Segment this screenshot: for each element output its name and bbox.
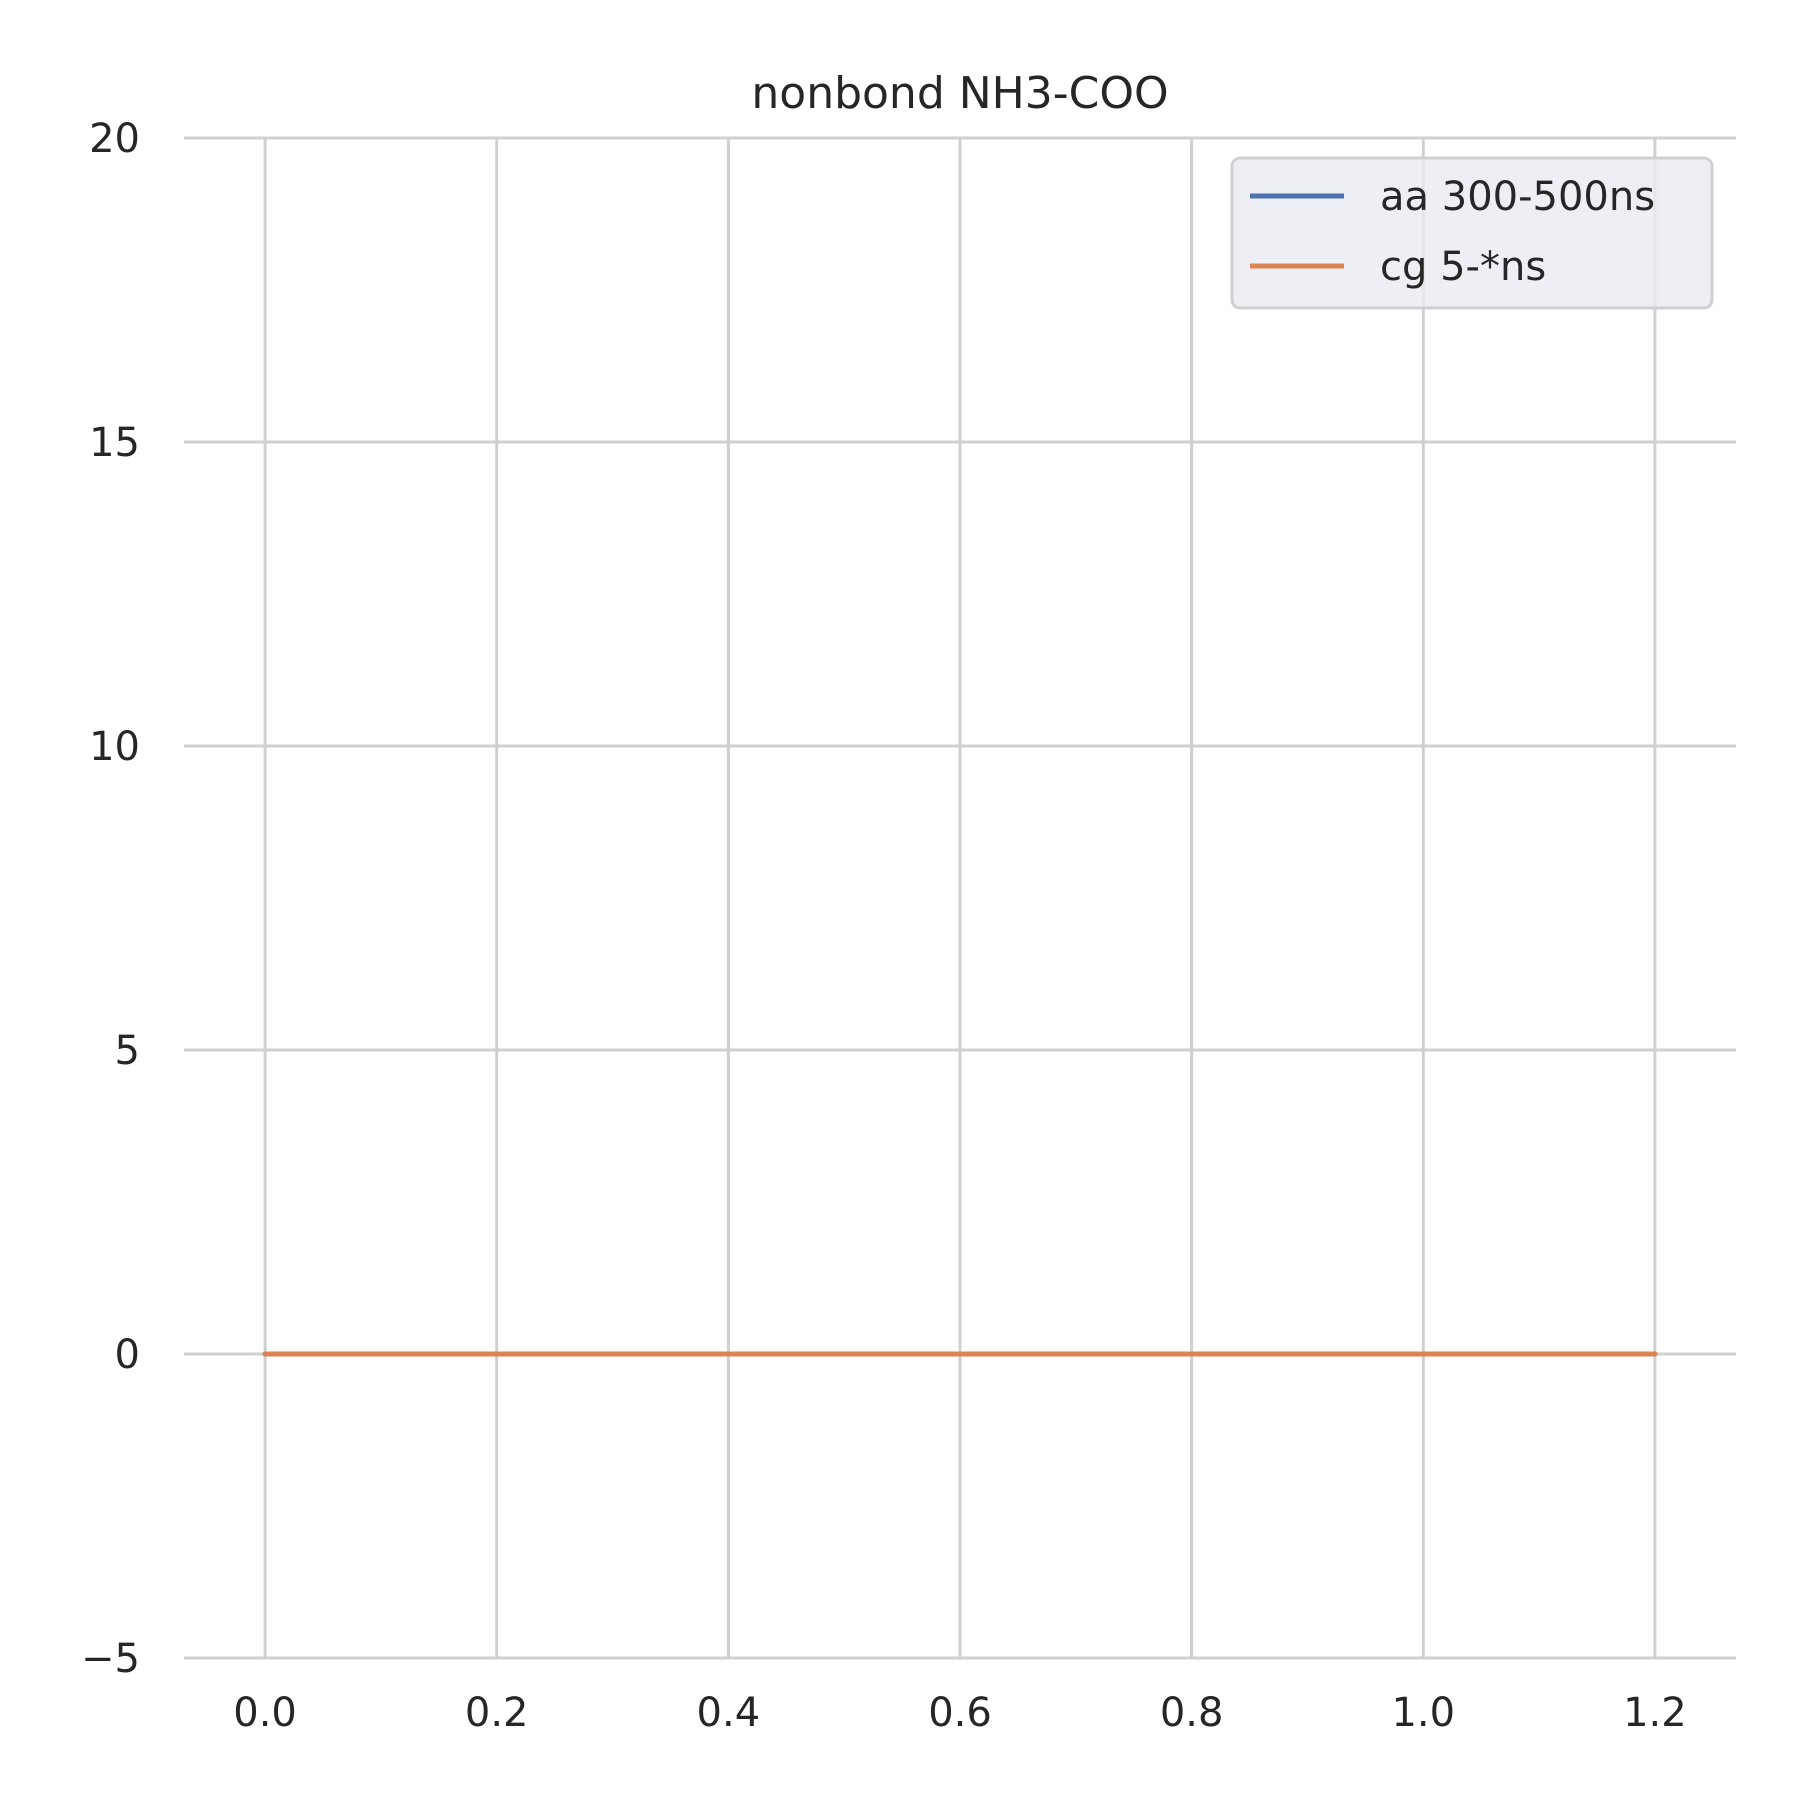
x-tick-label: 0.8	[1160, 1690, 1224, 1736]
y-tick-label: 20	[89, 116, 140, 162]
x-tick-label: 0.4	[697, 1690, 761, 1736]
x-tick-label: 0.2	[465, 1690, 529, 1736]
y-tick-label: 10	[89, 724, 140, 770]
legend: aa 300-500ns cg 5-*ns	[1230, 156, 1714, 310]
x-tick-label: 0.0	[233, 1690, 297, 1736]
y-tick-label: −5	[81, 1636, 140, 1682]
x-tick-label: 0.6	[928, 1690, 992, 1736]
y-tick-label: 15	[89, 420, 140, 466]
y-tick-label: 0	[115, 1332, 140, 1378]
x-tick-label: 1.0	[1391, 1690, 1455, 1736]
legend-label: aa 300-500ns	[1380, 174, 1655, 220]
chart-title: nonbond NH3-COO	[751, 68, 1168, 119]
legend-box	[1230, 156, 1714, 310]
x-tick-label: 1.2	[1623, 1690, 1687, 1736]
grid	[184, 136, 1736, 1660]
y-tick-label: 5	[115, 1028, 140, 1074]
legend-label: cg 5-*ns	[1380, 244, 1546, 290]
tick-labels: 0.0 0.2 0.4 0.6 0.8 1.0 1.2 −5 0 5 10 15 20	[81, 116, 1687, 1736]
